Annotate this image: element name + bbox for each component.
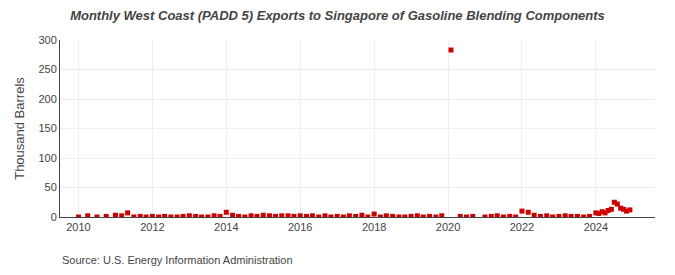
svg-text:Thousand Barrels: Thousand Barrels [12,77,27,180]
svg-text:100: 100 [38,152,56,164]
svg-text:2014: 2014 [214,221,238,233]
svg-text:2024: 2024 [584,221,608,233]
svg-text:50: 50 [45,181,57,193]
svg-text:2016: 2016 [288,221,312,233]
svg-text:300: 300 [38,34,56,46]
svg-text:200: 200 [38,93,56,105]
svg-text:2010: 2010 [66,221,90,233]
svg-text:250: 250 [38,63,56,75]
svg-text:Monthly West Coast (PADD 5) Ex: Monthly West Coast (PADD 5) Exports to S… [70,8,605,23]
svg-text:2012: 2012 [140,221,164,233]
svg-text:Source: U.S. Energy Informatio: Source: U.S. Energy Information Administ… [62,254,293,266]
svg-text:2020: 2020 [436,221,460,233]
svg-text:0: 0 [51,211,57,223]
svg-text:150: 150 [38,122,56,134]
svg-text:2022: 2022 [510,221,534,233]
svg-text:2018: 2018 [362,221,386,233]
